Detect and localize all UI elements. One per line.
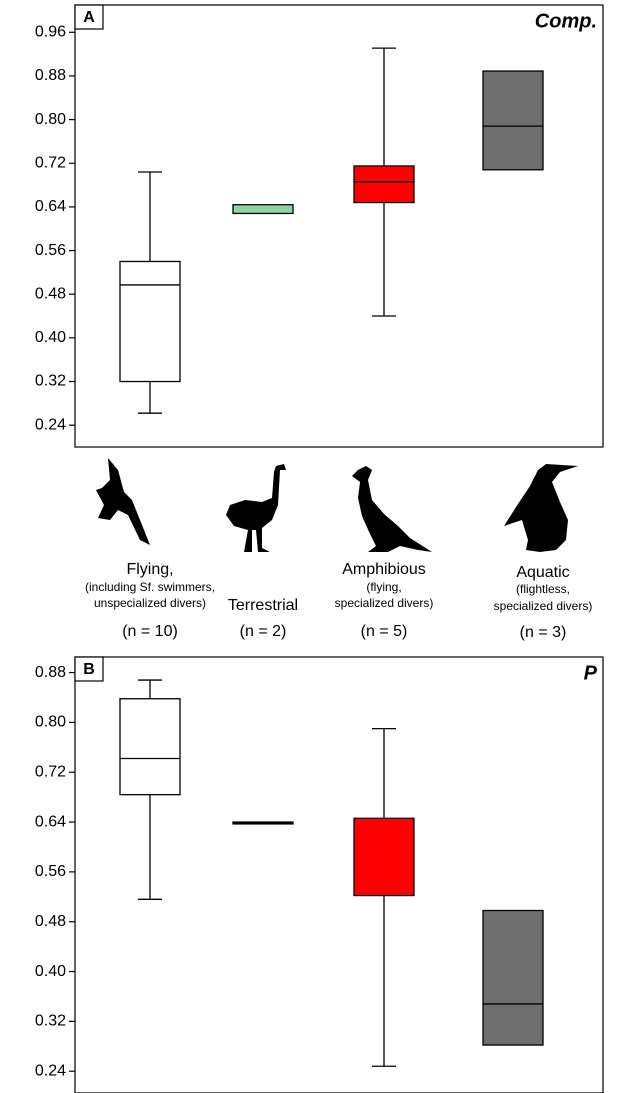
y-tick-label: 0.48 [35, 285, 66, 302]
eagle-icon [96, 458, 150, 545]
group-detail: (flying, [366, 580, 401, 594]
y-tick-label: 0.40 [35, 963, 66, 980]
y-tick-label: 0.72 [35, 763, 66, 780]
silhouettes [96, 458, 578, 552]
y-tick-label: 0.64 [35, 198, 66, 215]
penguin-icon [504, 464, 578, 552]
box [233, 205, 293, 214]
box [354, 166, 414, 203]
y-tick-label: 0.80 [35, 714, 66, 731]
y-tick-label: 0.64 [35, 813, 66, 830]
panel-title: Comp. [535, 10, 597, 32]
y-tick-label: 0.32 [35, 1013, 66, 1030]
box [120, 699, 180, 795]
box [483, 911, 543, 1046]
y-tick-label: 0.56 [35, 242, 66, 259]
group-name: Aquatic [516, 564, 569, 581]
group-n: (n = 5) [361, 623, 408, 640]
y-tick-label: 0.88 [35, 664, 66, 681]
group-n: (n = 10) [122, 623, 178, 640]
panel-title: P [584, 662, 598, 684]
group-name: Amphibious [342, 561, 426, 578]
group-n: (n = 2) [240, 623, 287, 640]
y-tick-label: 0.80 [35, 111, 66, 128]
box [120, 261, 180, 381]
group-name: Terrestrial [228, 597, 298, 614]
y-tick-label: 0.72 [35, 154, 66, 171]
panel-label: A [83, 9, 95, 26]
y-tick-label: 0.96 [35, 24, 66, 41]
group-name: Flying, [126, 561, 173, 578]
ostrich-icon [226, 464, 286, 552]
y-tick-label: 0.40 [35, 329, 66, 346]
box [354, 818, 414, 895]
y-tick-label: 0.88 [35, 67, 66, 84]
group-detail: specialized divers) [494, 599, 593, 613]
y-tick-label: 0.56 [35, 863, 66, 880]
box [233, 822, 293, 824]
group-detail: (flightless, [516, 582, 570, 596]
y-tick-label: 0.24 [35, 416, 66, 433]
y-tick-label: 0.24 [35, 1062, 66, 1079]
group-detail: (including Sf. swimmers, [85, 580, 215, 594]
y-tick-label: 0.48 [35, 913, 66, 930]
y-tick-label: 0.32 [35, 373, 66, 390]
panel-label: B [83, 661, 95, 678]
group-detail: unspecialized divers) [94, 596, 206, 610]
figure: 0.96 0.88 0.80 0.72 0.64 0.56 0.48 0.40 0.32 0.24… [0, 0, 618, 1093]
group-detail: specialized divers) [335, 596, 434, 610]
cormorant-icon [352, 466, 432, 552]
box [483, 71, 543, 170]
page: 0.96 0.88 0.80 0.72 0.64 0.56 0.48 0.40 0.32 0.24… [0, 0, 618, 1093]
group-n: (n = 3) [520, 624, 567, 641]
